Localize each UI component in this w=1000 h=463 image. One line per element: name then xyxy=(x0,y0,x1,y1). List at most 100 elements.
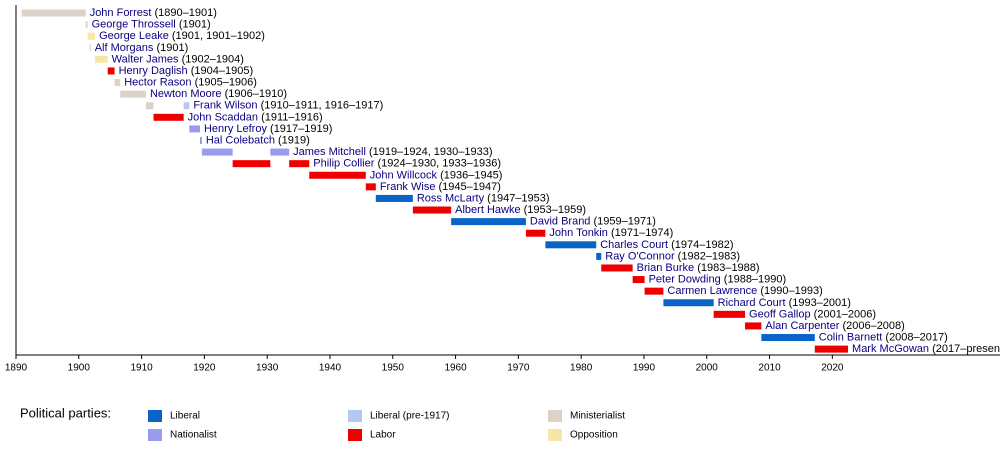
premier-label: John Tonkin (1971–1974) xyxy=(549,227,673,239)
premier-name[interactable]: John Forrest xyxy=(90,7,152,19)
term-bar xyxy=(120,90,146,98)
premier-years: (1919–1924, 1930–1933) xyxy=(369,146,493,158)
x-tick-label: 1960 xyxy=(444,363,467,374)
premier-name[interactable]: Charles Court xyxy=(600,239,668,251)
premier-name[interactable]: Richard Court xyxy=(718,297,786,309)
premier-years: (1904–1905) xyxy=(191,65,253,77)
premier-label: Brian Burke (1983–1988) xyxy=(637,262,760,274)
premier-name[interactable]: Philip Collier xyxy=(313,158,374,170)
premier-years: (1936–1945) xyxy=(440,169,502,181)
x-tick-label: 1980 xyxy=(570,363,593,374)
legend-swatch xyxy=(148,429,162,441)
premier-name[interactable]: Alf Morgans xyxy=(95,42,154,54)
premier-name[interactable]: John Tonkin xyxy=(549,227,608,239)
premier-name[interactable]: Newton Moore xyxy=(150,88,222,100)
premier-name[interactable]: George Throssell xyxy=(92,18,176,30)
term-bar xyxy=(289,160,310,168)
premier-years: (1953–1959) xyxy=(524,204,586,216)
premier-years: (1902–1904) xyxy=(182,53,244,65)
term-bar xyxy=(525,229,546,237)
premier-name[interactable]: John Willcock xyxy=(370,169,438,181)
premier-years: (1959–1971) xyxy=(594,216,656,228)
premier-name[interactable]: Ross McLarty xyxy=(417,192,485,204)
premier-label: Henry Lefroy (1917–1919) xyxy=(204,123,332,135)
term-bar xyxy=(85,21,88,29)
premier-label: Alan Carpenter (2006–2008) xyxy=(765,320,904,332)
premier-name[interactable]: Henry Daglish xyxy=(119,65,188,77)
premier-years: (1990–1993) xyxy=(760,285,822,297)
term-bar xyxy=(761,334,815,342)
legend-title: Political parties: xyxy=(20,405,111,420)
premier-name[interactable]: Walter James xyxy=(112,53,179,65)
premier-name[interactable]: John Scaddan xyxy=(188,111,258,123)
premier-label: Mark McGowan (2017–present) xyxy=(852,343,1000,355)
premier-name[interactable]: Ray O'Connor xyxy=(605,250,675,262)
premier-label: James Mitchell (1919–1924, 1930–1933) xyxy=(293,146,492,158)
term-bar xyxy=(153,113,184,121)
premier-name[interactable]: Geoff Gallop xyxy=(749,308,811,320)
term-bar xyxy=(601,264,633,272)
premier-name[interactable]: Colin Barnett xyxy=(819,331,883,343)
premier-name[interactable]: James Mitchell xyxy=(293,146,366,158)
term-bar xyxy=(412,206,452,214)
premier-name[interactable]: Hal Colebatch xyxy=(206,134,275,146)
premier-years: (1890–1901) xyxy=(155,7,217,19)
premier-label: George Throssell (1901) xyxy=(92,18,211,30)
premier-label: John Forrest (1890–1901) xyxy=(90,7,217,19)
legend-swatch xyxy=(148,410,162,422)
term-bar xyxy=(545,241,597,249)
premier-years: (2006–2008) xyxy=(842,320,904,332)
legend-swatch xyxy=(548,429,562,441)
premier-label: Alf Morgans (1901) xyxy=(95,42,189,54)
term-bar xyxy=(644,287,664,295)
x-tick-label: 1970 xyxy=(507,363,530,374)
premier-label: John Scaddan (1911–1916) xyxy=(188,111,323,123)
x-tick-label: 2010 xyxy=(758,363,781,374)
term-bar xyxy=(95,55,108,63)
premier-label: George Leake (1901, 1901–1902) xyxy=(99,30,265,42)
premier-name[interactable]: Albert Hawke xyxy=(455,204,520,216)
premier-name[interactable]: Peter Dowding xyxy=(649,273,721,285)
premier-years: (2008–2017) xyxy=(885,331,947,343)
premier-years: (1919) xyxy=(278,134,310,146)
premier-label: Hector Rason (1905–1906) xyxy=(124,76,257,88)
premier-name[interactable]: Frank Wilson xyxy=(193,100,257,112)
term-bar xyxy=(745,322,762,330)
premier-name[interactable]: Alan Carpenter xyxy=(765,320,839,332)
legend-swatch xyxy=(348,410,362,422)
premier-years: (1901, 1901–1902) xyxy=(172,30,265,42)
premier-name[interactable]: David Brand xyxy=(530,216,591,228)
legend-swatch xyxy=(348,429,362,441)
x-tick-label: 1990 xyxy=(633,363,656,374)
premier-label: Richard Court (1993–2001) xyxy=(718,297,851,309)
premier-label: David Brand (1959–1971) xyxy=(530,216,656,228)
term-bar xyxy=(596,252,602,260)
premier-years: (1971–1974) xyxy=(611,227,673,239)
premier-label: Ray O'Connor (1982–1983) xyxy=(605,250,740,262)
premier-name[interactable]: Frank Wise xyxy=(380,181,436,193)
premier-name[interactable]: Mark McGowan xyxy=(852,343,929,355)
premier-name[interactable]: Brian Burke xyxy=(637,262,694,274)
premier-years: (1911–1916) xyxy=(261,111,323,123)
premier-name[interactable]: George Leake xyxy=(99,30,169,42)
premier-years: (2017–present) xyxy=(932,343,1000,355)
premier-label: Frank Wise (1945–1947) xyxy=(380,181,501,193)
x-tick-label: 2020 xyxy=(821,363,844,374)
term-bar xyxy=(375,194,413,202)
premier-name[interactable]: Hector Rason xyxy=(124,76,191,88)
legend-swatch xyxy=(548,410,562,422)
x-tick-label: 1930 xyxy=(256,363,279,374)
term-bar xyxy=(663,299,714,307)
term-bar xyxy=(189,125,200,133)
premier-name[interactable]: Henry Lefroy xyxy=(204,123,267,135)
premier-name[interactable]: Carmen Lawrence xyxy=(667,285,757,297)
x-tick-label: 1910 xyxy=(130,363,153,374)
premier-label: Walter James (1902–1904) xyxy=(112,53,244,65)
term-bar xyxy=(89,44,91,52)
term-bar xyxy=(183,102,190,110)
premier-years: (1983–1988) xyxy=(697,262,759,274)
premier-label: Ross McLarty (1947–1953) xyxy=(417,192,550,204)
premier-years: (1982–1983) xyxy=(678,250,740,262)
x-tick-label: 1890 xyxy=(5,363,28,374)
